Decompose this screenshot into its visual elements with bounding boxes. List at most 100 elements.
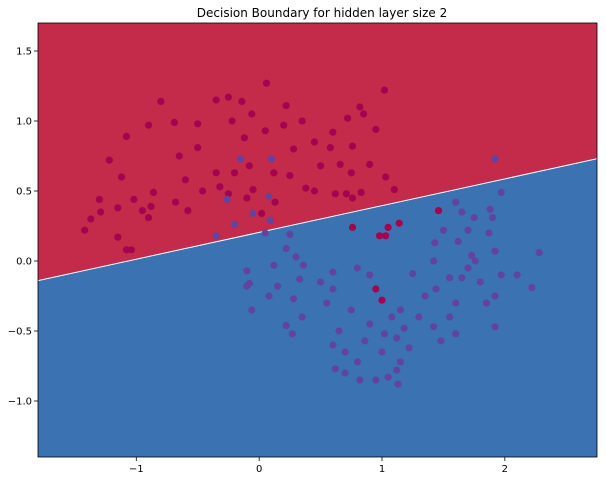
data-point-class-0: [366, 160, 374, 168]
data-point-class-0: [175, 152, 183, 160]
data-point-class-0: [224, 93, 233, 101]
data-point-class-0: [87, 215, 95, 223]
data-point-class-1: [393, 366, 401, 374]
data-point-class-0: [336, 160, 344, 168]
data-point-class-0: [298, 117, 306, 125]
data-point-class-1: [335, 327, 343, 335]
data-point-class-0: [144, 121, 153, 129]
data-point-class-1: [353, 264, 362, 272]
x-tick-label: 1: [379, 464, 385, 475]
y-axis: −1.0 −0.5 0.0 0.5 1.0 1.5: [8, 47, 38, 408]
data-point-class-1: [273, 282, 282, 290]
data-point-class-1: [491, 292, 499, 300]
data-point-class-1: [491, 323, 499, 331]
data-point-class-1: [245, 279, 253, 287]
data-point-class-1: [497, 188, 505, 196]
data-point-class-0: [228, 117, 236, 125]
data-point-class-1: [316, 278, 325, 286]
data-point-class-0: [380, 86, 389, 94]
data-point-class-0: [184, 207, 192, 215]
data-point-class-0: [262, 79, 271, 87]
data-point-class-1: [298, 313, 306, 321]
x-tick-label: 0: [256, 464, 262, 475]
data-point-class-0: [224, 190, 233, 198]
data-point-class-0: [147, 202, 155, 210]
data-point-class-0: [261, 127, 269, 135]
data-point-class-1: [223, 195, 231, 203]
y-tick-label: 1.0: [16, 117, 32, 128]
data-point-class-0: [248, 110, 256, 118]
data-point-class-0: [243, 194, 251, 202]
plot-frame: [37, 22, 598, 458]
data-point-class-1: [212, 232, 220, 240]
data-point-class-0: [384, 223, 392, 231]
data-point-class-1: [445, 313, 454, 321]
data-point-class-1: [468, 251, 476, 259]
data-point-class-0: [357, 188, 365, 196]
data-point-class-0: [122, 246, 131, 254]
data-point-class-1: [237, 155, 245, 163]
data-point-class-1: [296, 275, 304, 283]
data-point-class-1: [452, 330, 460, 338]
data-point-class-1: [394, 380, 402, 388]
data-point-class-1: [486, 205, 494, 213]
data-point-class-0: [144, 214, 153, 222]
data-point-class-0: [114, 204, 122, 212]
data-point-class-1: [528, 284, 536, 292]
data-point-class-0: [342, 190, 350, 198]
data-point-class-1: [361, 337, 369, 345]
data-point-class-0: [286, 172, 294, 180]
data-point-class-0: [149, 188, 158, 196]
data-point-class-0: [212, 96, 220, 104]
y-tick-label: 0.5: [16, 187, 32, 198]
data-point-class-1: [282, 244, 290, 252]
data-point-class-1: [329, 341, 337, 349]
data-point-class-1: [513, 271, 521, 279]
data-point-class-1: [400, 324, 408, 332]
data-point-class-1: [288, 330, 296, 338]
data-point-class-0: [359, 110, 368, 118]
data-point-class-1: [329, 268, 337, 276]
data-point-class-1: [458, 274, 466, 282]
data-point-class-1: [464, 264, 472, 272]
data-point-class-0: [170, 118, 178, 126]
data-point-class-0: [270, 169, 278, 177]
data-point-class-1: [464, 226, 472, 234]
data-point-class-1: [366, 271, 374, 279]
data-point-class-1: [261, 229, 269, 237]
data-point-class-1: [286, 230, 294, 238]
y-tick-label: −0.5: [8, 327, 32, 338]
data-point-class-1: [535, 249, 543, 257]
data-point-class-0: [194, 144, 202, 152]
data-point-class-1: [405, 344, 413, 352]
data-point-class-1: [458, 208, 466, 216]
data-point-class-0: [375, 232, 384, 240]
data-point-class-0: [316, 162, 325, 170]
data-point-class-0: [138, 207, 147, 215]
data-point-class-1: [270, 261, 278, 269]
x-tick-label: 2: [502, 464, 508, 475]
x-axis: −1 0 1 2: [129, 457, 508, 475]
data-point-class-1: [266, 216, 274, 224]
data-point-class-0: [348, 223, 357, 231]
data-point-class-1: [380, 330, 389, 338]
data-point-class-1: [437, 337, 445, 345]
data-point-class-0: [230, 169, 239, 177]
data-point-class-1: [292, 253, 300, 261]
data-point-class-1: [454, 237, 462, 245]
data-point-class-1: [384, 373, 392, 381]
y-tick-label: 0.0: [16, 257, 32, 268]
data-point-class-0: [302, 184, 310, 192]
data-point-class-1: [331, 365, 339, 373]
data-point-class-1: [265, 292, 273, 300]
data-point-class-1: [267, 155, 276, 163]
data-point-class-1: [452, 198, 460, 206]
data-point-class-1: [445, 274, 454, 282]
data-point-class-0: [157, 97, 165, 105]
region-class-0: [38, 23, 597, 281]
data-point-class-1: [230, 221, 239, 229]
data-point-class-0: [344, 114, 352, 122]
data-point-class-0: [105, 156, 113, 164]
data-point-class-1: [378, 348, 386, 356]
